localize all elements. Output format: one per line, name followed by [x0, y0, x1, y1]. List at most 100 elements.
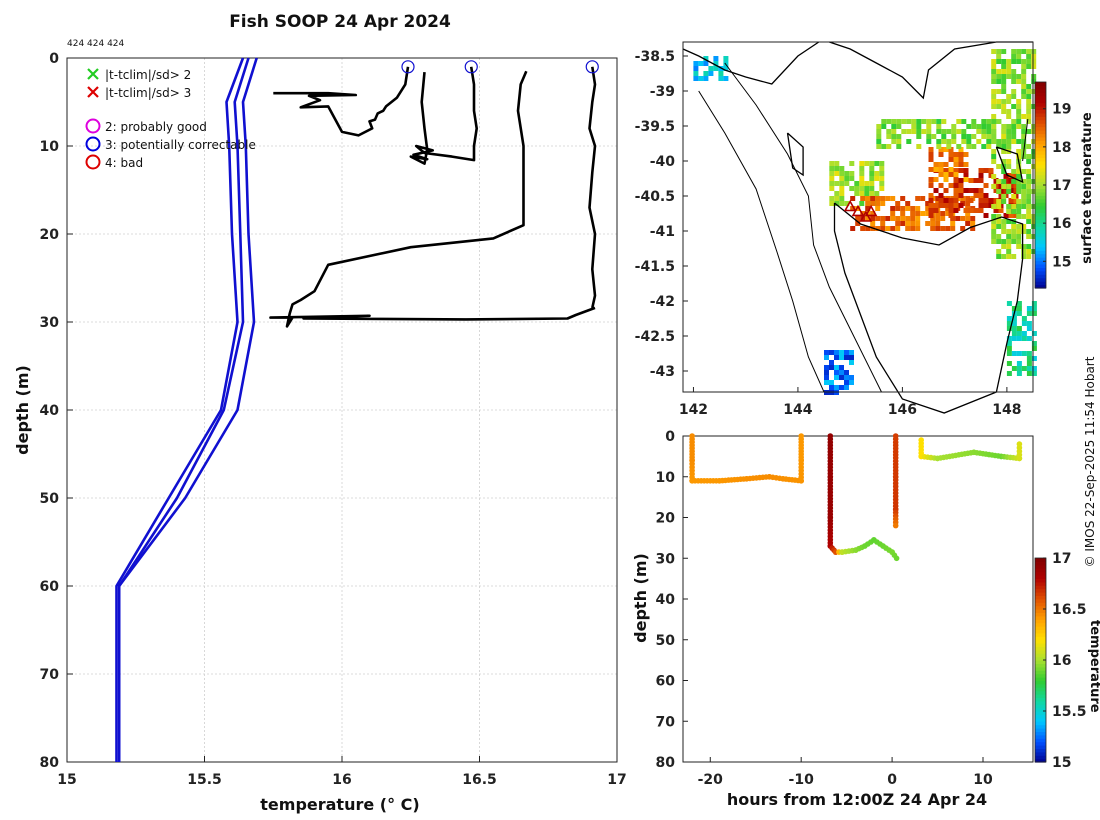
sst-pixel	[1016, 184, 1022, 189]
sst-pixel	[953, 152, 959, 157]
map-xtick-label: 146	[888, 402, 917, 418]
sst-pixel	[1016, 336, 1022, 341]
sst-pixel	[1008, 178, 1014, 183]
sst-pixel	[991, 154, 997, 159]
sst-pixel	[928, 208, 934, 213]
sst-pixel	[996, 219, 1002, 224]
sst-pixel	[849, 355, 854, 360]
map-ytick-label: -38.5	[635, 49, 675, 65]
ts-ytick-label: 10	[656, 470, 676, 486]
sst-pixel	[1026, 99, 1032, 104]
sst-pixel	[998, 183, 1004, 188]
sst-pixel	[864, 161, 870, 166]
sst-pixel	[971, 144, 977, 149]
sst-pixel	[1026, 54, 1032, 59]
sst-pixel	[943, 177, 949, 182]
sst-pixel	[928, 203, 934, 208]
sst-pixel	[953, 198, 959, 203]
sst-pixel	[839, 375, 844, 380]
sst-pixel	[1011, 119, 1017, 124]
left-xtick-label: 17	[607, 772, 626, 788]
map-colorbar-segment	[1035, 109, 1046, 114]
sst-pixel	[938, 152, 944, 157]
sst-pixel	[983, 213, 989, 218]
map-ytick-label: -42	[650, 294, 675, 310]
sst-pixel	[978, 208, 984, 213]
sst-pixel	[1011, 366, 1017, 371]
sst-pixel	[880, 201, 886, 206]
sst-pixel	[1011, 326, 1017, 331]
sst-pixel	[881, 144, 887, 149]
map-colorbar-segment	[1035, 82, 1046, 86]
sst-pixel	[928, 152, 934, 157]
ts-colorbar-segment	[1035, 728, 1046, 732]
sst-pixel	[1011, 134, 1017, 139]
sst-pixel	[895, 226, 901, 231]
coastline	[829, 41, 1033, 100]
sst-pixel	[996, 69, 1002, 74]
sst-pixel	[900, 206, 906, 211]
ts-colorbar-segment	[1035, 649, 1046, 654]
sst-pixel	[1016, 114, 1022, 119]
time-depth-plot: -20 -10 0 10 0 10 20 30 40 50 60 70 80 15 15.5 16 16.5 17	[656, 429, 1087, 788]
ts-colorbar-segment	[1035, 711, 1046, 715]
sst-pixel	[1026, 219, 1032, 224]
sst-pixel	[1021, 59, 1027, 64]
legend-marker	[85, 118, 101, 134]
sst-pixel	[963, 173, 969, 178]
sst-pixel	[928, 193, 934, 198]
sst-pixel	[1006, 239, 1012, 244]
sst-pixel	[931, 134, 937, 139]
sst-pixel	[943, 198, 949, 203]
track-marker	[864, 204, 878, 217]
sst-pixel	[991, 69, 997, 74]
sst-pixel	[1001, 129, 1007, 134]
sst-pixel	[981, 124, 987, 129]
sst-pixel	[965, 221, 971, 226]
sst-pixel	[713, 61, 719, 66]
sst-pixel	[879, 166, 885, 171]
sst-pixel	[981, 129, 987, 134]
sst-pixel	[1001, 64, 1007, 69]
sst-pixel	[880, 216, 886, 221]
sst-pixel	[865, 201, 871, 206]
ts-point	[893, 555, 900, 562]
sst-pixel	[1006, 244, 1012, 249]
sst-pixel	[978, 198, 984, 203]
sst-pixel	[981, 119, 987, 124]
sst-pixel	[1001, 134, 1007, 139]
sst-pixel	[839, 201, 845, 206]
sst-pixel	[960, 226, 966, 231]
sst-pixel	[839, 191, 845, 196]
sst-pixel	[829, 365, 834, 370]
sst-pixel	[1031, 204, 1037, 209]
sst-pixel	[941, 139, 947, 144]
sst-pixel	[900, 196, 906, 201]
sst-pixel	[1016, 331, 1022, 336]
sst-pixel	[708, 71, 714, 76]
sst-pixel	[945, 226, 951, 231]
sst-pixel	[928, 213, 934, 218]
sst-pixel	[886, 129, 892, 134]
sst-pixel	[1008, 173, 1014, 178]
sst-pixel	[998, 208, 1004, 213]
sst-pixel	[891, 119, 897, 124]
ts-colorbar-segment	[1035, 734, 1046, 739]
sst-pixel	[1016, 306, 1022, 311]
sst-pixel	[839, 385, 844, 390]
map-colorbar-segment	[1035, 150, 1046, 155]
sst-pixel	[1021, 366, 1027, 371]
sst-pixel	[1026, 169, 1032, 174]
sst-pixel	[865, 206, 871, 211]
sst-pixel	[920, 196, 926, 201]
map-colorbar-segment	[1035, 236, 1046, 241]
sst-pixel	[921, 129, 927, 134]
sst-pixel	[693, 76, 699, 81]
sst-pixel	[943, 162, 949, 167]
sst-pixel	[963, 152, 969, 157]
map-colorbar-segment	[1035, 264, 1046, 268]
sst-pixel	[991, 174, 997, 179]
sst-pixel	[946, 139, 952, 144]
sst-pixel	[996, 199, 1002, 204]
